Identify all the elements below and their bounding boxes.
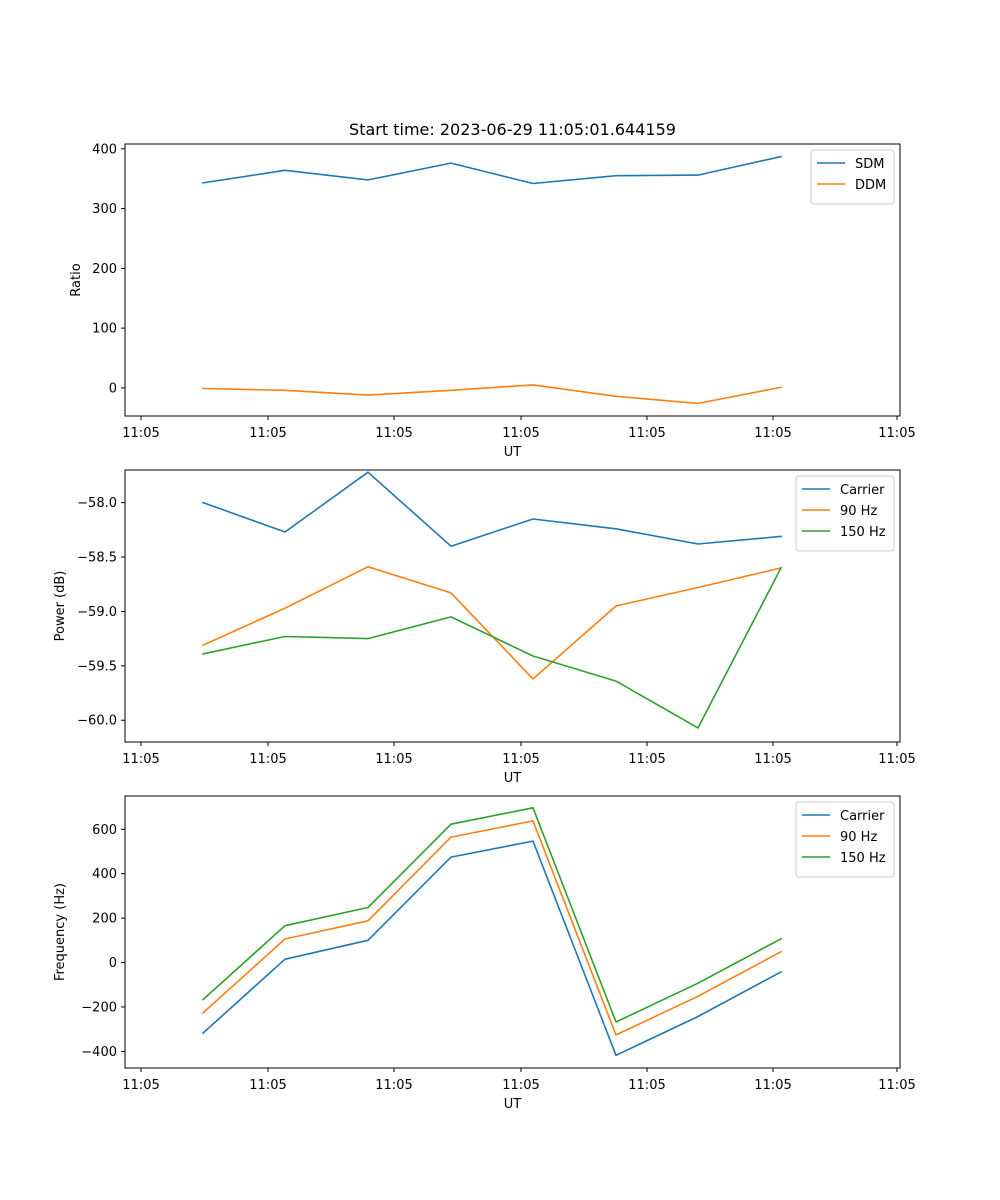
x-tick-label: 11:05 [628,426,665,441]
y-tick-label: −58.5 [77,551,117,566]
x-tick-label: 11:05 [122,1078,159,1093]
x-tick-label: 11:05 [502,1078,539,1093]
axes-frame [124,143,901,417]
series-line-90-hz [201,565,782,680]
y-tick-label: 200 [92,262,117,277]
x-tick-label: 11:05 [502,426,539,441]
series-line-carrier [201,471,782,548]
series-line-150-hz [201,806,783,1023]
axes-frame [124,795,901,1069]
axes-frame [124,469,901,743]
x-tick-label: 11:05 [375,752,412,767]
y-tick-label: −59.0 [77,605,117,620]
y-tick-label: −60.0 [77,714,117,729]
legend: SDM DDM [810,149,895,205]
series-line-carrier [201,840,783,1057]
x-tick-label: 11:05 [122,752,159,767]
y-tick-label: −59.5 [77,659,117,674]
y-axis-label: Ratio [69,263,84,296]
legend: Carrier 90 Hz 150 Hz [795,801,895,878]
y-tick-label: −58.0 [77,496,117,511]
x-tick-label: 11:05 [754,1078,791,1093]
y-tick-label: −400 [81,1045,117,1060]
x-tick-label: 11:05 [249,752,286,767]
x-tick-label: 11:05 [754,426,791,441]
y-tick-label: 600 [92,823,117,838]
legend-box [795,475,895,552]
x-tick-label: 11:05 [122,426,159,441]
x-tick-label: 11:05 [878,426,915,441]
x-tick-label: 11:05 [754,752,791,767]
x-axis-label: UT [504,771,522,786]
x-tick-label: 11:05 [249,1078,286,1093]
series-line-ddm [202,384,782,405]
y-tick-label: 200 [92,912,117,927]
legend-label: 150 Hz [840,851,886,866]
series-line-90-hz [201,820,783,1036]
legend-label: DDM [855,178,886,193]
y-tick-label: 100 [92,322,117,337]
x-tick-label: 11:05 [878,1078,915,1093]
x-tick-label: 11:05 [375,1078,412,1093]
x-tick-label: 11:05 [502,752,539,767]
y-tick-label: 300 [92,202,117,217]
x-tick-label: 11:05 [249,426,286,441]
chart-2: 11:05 11:05 11:05 11:05 11:05 11:05 11:05 −60.0… [53,469,916,786]
y-axis-label: Frequency (Hz) [53,883,68,981]
series-line-150-hz [202,566,783,729]
chart-title: Start time: 2023-06-29 11:05:01.644159 [349,120,676,139]
x-axis-label: UT [504,1097,522,1112]
x-tick-label: 11:05 [878,752,915,767]
x-tick-label: 11:05 [628,752,665,767]
legend-label: SDM [855,157,884,172]
y-tick-label: 0 [109,956,117,971]
y-tick-label: 400 [92,867,117,882]
y-tick-label: 0 [109,381,117,396]
legend: Carrier 90 Hz 150 Hz [795,475,895,552]
legend-label: 150 Hz [840,525,886,540]
x-axis-label: UT [504,445,522,460]
legend-label: Carrier [840,483,885,498]
legend-box [795,801,895,878]
legend-label: Carrier [840,809,885,824]
x-tick-label: 11:05 [628,1078,665,1093]
x-tick-label: 11:05 [375,426,412,441]
legend-label: 90 Hz [840,504,877,519]
y-axis-label: Power (dB) [53,571,68,642]
y-tick-label: −200 [81,1000,117,1015]
chart-1: Start time: 2023-06-29 11:05:01.644159 11… [69,120,916,460]
y-tick-label: 400 [92,142,117,157]
legend-label: 90 Hz [840,830,877,845]
chart-3: 11:05 11:05 11:05 11:05 11:05 11:05 11:05 −400 −… [53,795,916,1112]
series-line-sdm [202,155,782,185]
